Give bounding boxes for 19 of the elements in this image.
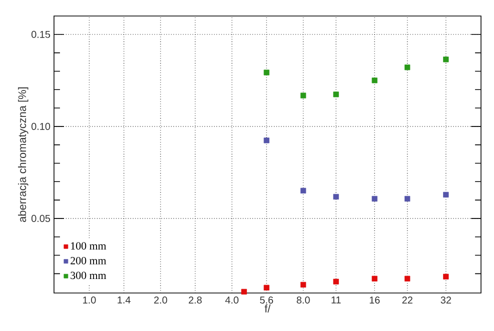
y-tick-label: 0.10 bbox=[31, 122, 50, 130]
x-tick-label: 11 bbox=[332, 296, 341, 304]
x-tick-label: 16 bbox=[370, 296, 380, 304]
x-tick-label: 2.8 bbox=[188, 296, 202, 304]
x-tick-label: 5.6 bbox=[260, 296, 274, 304]
x-tick-label: 22 bbox=[402, 296, 412, 304]
y-axis-title: aberracja chromatyczna [%] bbox=[18, 87, 28, 222]
legend-label: 200 mm bbox=[70, 256, 106, 264]
x-tick-label: 1.4 bbox=[118, 296, 131, 304]
legend-label: 100 mm bbox=[71, 242, 106, 250]
x-tick-label: 2.0 bbox=[154, 296, 168, 304]
x-tick-label: 32 bbox=[440, 296, 451, 304]
y-tick-label: 0.05 bbox=[31, 214, 50, 222]
x-tick-label: 4.0 bbox=[225, 296, 238, 304]
x-tick-label: 1.0 bbox=[83, 296, 96, 304]
x-axis-title: f/ bbox=[264, 304, 271, 312]
legend-label: 300 mm bbox=[70, 272, 106, 280]
y-tick-label: 0.15 bbox=[31, 30, 50, 38]
x-tick-label: 8.0 bbox=[296, 296, 310, 304]
